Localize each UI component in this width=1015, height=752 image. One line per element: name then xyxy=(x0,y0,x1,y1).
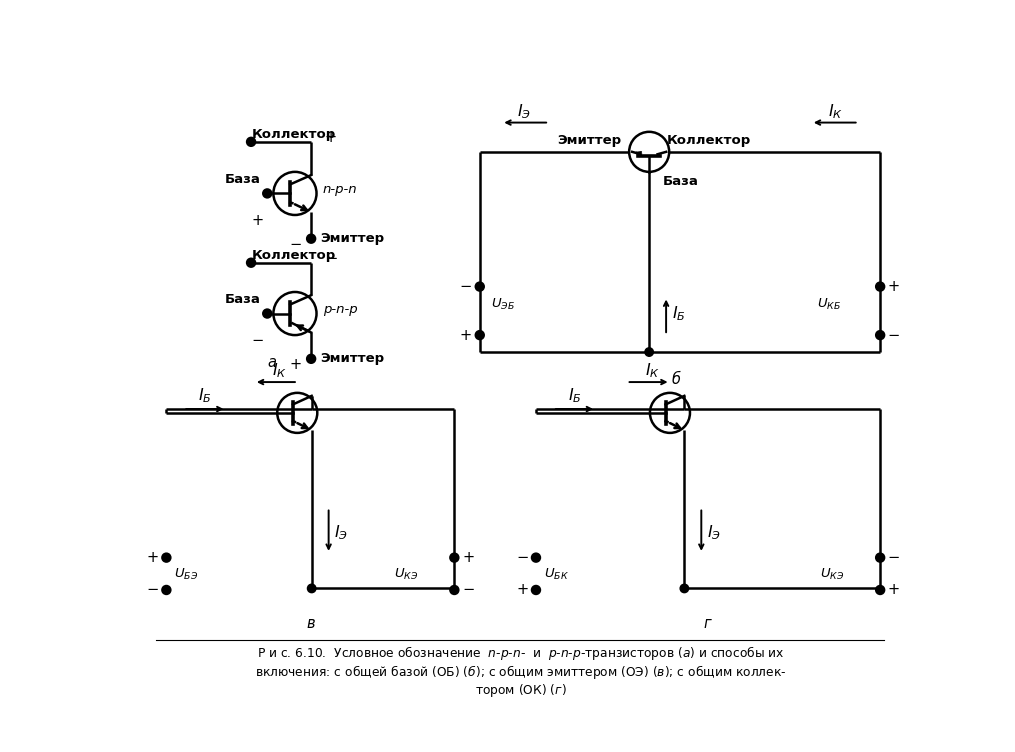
Text: База: База xyxy=(225,293,261,306)
Text: p-n-p: p-n-p xyxy=(323,303,357,316)
Text: −: − xyxy=(325,251,337,266)
Circle shape xyxy=(307,355,316,363)
Circle shape xyxy=(247,259,256,267)
Text: $U_{БК}$: $U_{БК}$ xyxy=(544,567,568,582)
Text: Р и с. 6.10.  Условное обозначение  $n$-$p$-$n$-  и  $p$-$n$-$p$-транзисторов ($: Р и с. 6.10. Условное обозначение $n$-$p… xyxy=(257,644,785,662)
Text: +: + xyxy=(516,583,528,598)
Text: а: а xyxy=(267,356,276,370)
Text: −: − xyxy=(251,333,263,348)
Text: $I_{К}$: $I_{К}$ xyxy=(828,102,843,121)
Circle shape xyxy=(307,235,316,243)
Text: $U_{ЭБ}$: $U_{ЭБ}$ xyxy=(491,297,516,312)
Text: Эмиттер: Эмиттер xyxy=(321,232,385,245)
Text: +: + xyxy=(325,131,337,145)
Text: База: База xyxy=(663,174,699,187)
Circle shape xyxy=(475,282,484,291)
Circle shape xyxy=(162,553,171,562)
Text: +: + xyxy=(146,550,158,566)
Circle shape xyxy=(876,331,884,339)
Text: включения: с общей базой (ОБ) ($б$); с общим эмиттером (ОЭ) ($в$); с общим колле: включения: с общей базой (ОБ) ($б$); с о… xyxy=(255,663,787,681)
Text: Коллектор: Коллектор xyxy=(667,134,751,147)
Text: −: − xyxy=(462,583,474,598)
Text: $I_{Б}$: $I_{Б}$ xyxy=(198,387,212,405)
Circle shape xyxy=(162,586,171,594)
Circle shape xyxy=(475,331,484,339)
Text: $U_{КЭ}$: $U_{КЭ}$ xyxy=(820,567,844,582)
Circle shape xyxy=(532,553,540,562)
Circle shape xyxy=(532,586,540,594)
Text: $I_{К}$: $I_{К}$ xyxy=(272,361,287,380)
Text: $I_{К}$: $I_{К}$ xyxy=(645,361,660,380)
Text: $I_{Б}$: $I_{Б}$ xyxy=(567,387,582,405)
Text: $I_{Э}$: $I_{Э}$ xyxy=(334,523,348,542)
Circle shape xyxy=(263,309,271,318)
Text: тором (ОК) ($г$): тором (ОК) ($г$) xyxy=(475,682,566,699)
Circle shape xyxy=(680,584,688,593)
Text: в: в xyxy=(307,616,315,631)
Text: +: + xyxy=(888,279,900,294)
Text: Эмиттер: Эмиттер xyxy=(321,353,385,365)
Circle shape xyxy=(876,586,884,594)
Text: +: + xyxy=(252,213,263,228)
Circle shape xyxy=(450,553,459,562)
Text: г: г xyxy=(703,616,710,631)
Text: $I_{Б}$: $I_{Б}$ xyxy=(672,305,685,323)
Text: Эмиттер: Эмиттер xyxy=(557,134,621,147)
Text: n-p-n: n-p-n xyxy=(323,183,357,196)
Text: $I_{Э}$: $I_{Э}$ xyxy=(518,102,532,121)
Circle shape xyxy=(247,138,256,146)
Circle shape xyxy=(876,282,884,291)
Text: −: − xyxy=(289,238,301,253)
Text: Коллектор: Коллектор xyxy=(252,128,336,141)
Text: $U_{КЭ}$: $U_{КЭ}$ xyxy=(394,567,419,582)
Text: +: + xyxy=(888,583,900,598)
Text: $I_{Э}$: $I_{Э}$ xyxy=(706,523,721,542)
Text: б: б xyxy=(672,372,681,387)
Text: +: + xyxy=(462,550,474,566)
Text: База: База xyxy=(225,173,261,186)
Text: −: − xyxy=(146,583,158,598)
Text: −: − xyxy=(888,328,900,343)
Circle shape xyxy=(645,348,654,356)
Text: +: + xyxy=(289,357,301,372)
Text: −: − xyxy=(460,279,472,294)
Circle shape xyxy=(876,553,884,562)
Text: −: − xyxy=(516,550,528,566)
Circle shape xyxy=(263,190,271,198)
Text: Коллектор: Коллектор xyxy=(252,248,336,262)
Text: $U_{КБ}$: $U_{КБ}$ xyxy=(817,297,841,312)
Circle shape xyxy=(308,584,316,593)
Text: −: − xyxy=(888,550,900,566)
Text: +: + xyxy=(460,328,472,343)
Circle shape xyxy=(450,586,459,594)
Text: $U_{БЭ}$: $U_{БЭ}$ xyxy=(174,567,198,582)
